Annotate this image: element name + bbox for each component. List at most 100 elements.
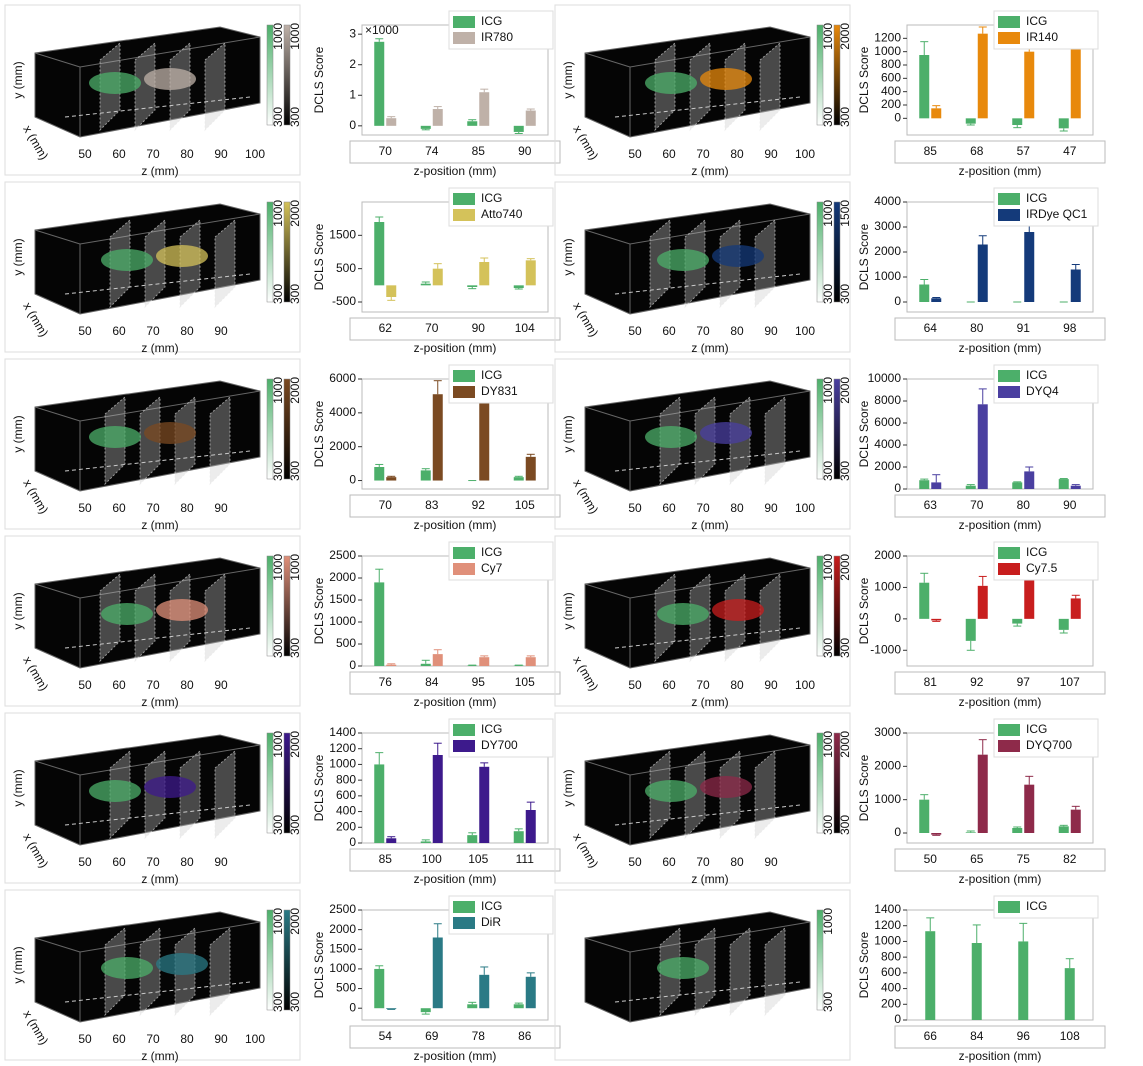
legend-swatch: [453, 370, 475, 382]
z-tick-label: 90: [764, 147, 778, 161]
bar: [1024, 471, 1034, 489]
legend-swatch: [453, 547, 475, 559]
axis-label: y (mm): [11, 769, 25, 806]
axis-label: x (mm): [570, 477, 601, 516]
y-tick-label: 1000: [874, 580, 901, 594]
y-tick-label: 1400: [874, 902, 901, 916]
x-tick-label: 47: [1063, 144, 1077, 158]
bar: [1059, 479, 1069, 489]
y-tick-label: 3000: [874, 219, 901, 233]
y-tick-label: 400: [336, 804, 356, 818]
x-tick-label: 84: [425, 675, 439, 689]
legend-swatch: [998, 901, 1020, 913]
bar: [919, 800, 929, 833]
legend-swatch: [998, 32, 1020, 44]
axis-label: z (mm): [141, 872, 178, 886]
legend-label: ICG: [1026, 722, 1047, 736]
bar: [1071, 486, 1081, 489]
bar: [919, 480, 929, 489]
y-tick-label: 2: [349, 57, 356, 71]
x-tick-label: 70: [379, 144, 393, 158]
z-tick-label: 80: [730, 147, 744, 161]
bar: [1071, 810, 1081, 833]
x-axis-label: z-position (mm): [959, 695, 1042, 709]
bar: [1059, 619, 1069, 630]
signal-blob: [700, 68, 752, 90]
legend-swatch: [453, 193, 475, 205]
bar: [1018, 941, 1028, 1020]
x-tick-label: 105: [515, 675, 535, 689]
error-bar: [1013, 482, 1021, 483]
y-tick-label: 600: [881, 965, 901, 979]
z-tick-label: 100: [795, 324, 815, 338]
bar: [467, 1004, 477, 1008]
legend-swatch: [998, 740, 1020, 752]
signal-blob: [645, 426, 697, 448]
z-tick-label: 90: [764, 324, 778, 338]
y-tick-label: 2000: [874, 244, 901, 258]
bar: [421, 470, 431, 480]
y-axis-label: DCLS Score: [857, 754, 871, 821]
legend-label: ICG: [1026, 14, 1047, 28]
x-tick-label: 98: [1063, 321, 1077, 335]
y-tick-label: 1200: [874, 31, 901, 45]
x-axis-label: z-position (mm): [414, 164, 497, 178]
bar: [1024, 580, 1034, 619]
y-tick-label: 0: [349, 118, 356, 132]
y-tick-label: 10000: [868, 371, 902, 385]
colorbar-label: 1000: [271, 731, 285, 758]
legend-label: DY831: [481, 384, 518, 398]
error-bar: [1060, 479, 1068, 480]
z-tick-label: 50: [628, 855, 642, 869]
x-tick-label: 90: [1063, 498, 1077, 512]
colorbar-label: 1000: [288, 554, 302, 581]
y-axis-label: DCLS Score: [312, 931, 326, 998]
bar: [978, 586, 988, 619]
colorbar-label: 1000: [821, 377, 835, 404]
x-axis-label: z-position (mm): [414, 518, 497, 532]
bar: [386, 1008, 396, 1009]
y-tick-label: 500: [336, 636, 356, 650]
legend-label: DiR: [481, 915, 501, 929]
colorbar-label: 2000: [838, 377, 852, 404]
x-axis-label: z-position (mm): [414, 1049, 497, 1063]
axis-label: y (mm): [11, 61, 25, 98]
z-tick-label: 60: [662, 147, 676, 161]
y-tick-label: 0: [894, 1012, 901, 1026]
x-tick-label: 104: [515, 321, 535, 335]
axis-label: z (mm): [141, 695, 178, 709]
y-tick-label: 1000: [329, 961, 356, 975]
y-tick-label: 1000: [329, 614, 356, 628]
x-tick-label: 84: [970, 1029, 984, 1043]
x-axis-label: z-position (mm): [959, 1049, 1042, 1063]
legend-label: ICG: [481, 545, 502, 559]
x-tick-label: 86: [518, 1029, 532, 1043]
x-tick-label: 95: [472, 675, 486, 689]
x-axis-label: z-position (mm): [414, 872, 497, 886]
bar: [374, 222, 384, 285]
legend-swatch: [453, 724, 475, 736]
z-tick-label: 50: [78, 147, 92, 161]
y-tick-label: 1000: [874, 269, 901, 283]
axis-label: x (mm): [20, 1008, 51, 1047]
z-tick-label: 90: [214, 855, 228, 869]
colorbar-label: 300: [288, 992, 302, 1012]
y-tick-label: 1500: [329, 941, 356, 955]
legend-swatch: [453, 209, 475, 221]
bar: [374, 969, 384, 1008]
bar: [1024, 52, 1034, 119]
colorbar-label: 300: [838, 815, 852, 835]
legend-label: IR780: [481, 30, 513, 44]
x-tick-label: 82: [1063, 852, 1077, 866]
bar: [966, 619, 976, 641]
colorbar-label: 300: [838, 638, 852, 658]
y-tick-label: 1200: [874, 918, 901, 932]
legend-label: Cy7.5: [1026, 561, 1058, 575]
x-tick-label: 74: [425, 144, 439, 158]
x-tick-label: 62: [379, 321, 393, 335]
legend-label: Atto740: [481, 207, 523, 221]
axis-label: z (mm): [691, 518, 728, 532]
x-tick-label: 57: [1017, 144, 1031, 158]
y-axis-label: DCLS Score: [857, 931, 871, 998]
colorbar-label: 300: [271, 461, 285, 481]
